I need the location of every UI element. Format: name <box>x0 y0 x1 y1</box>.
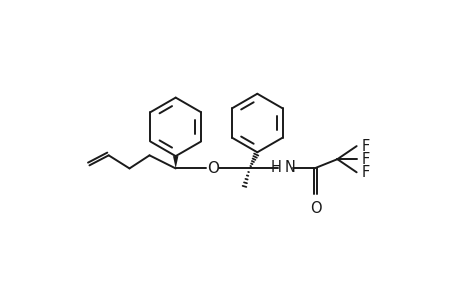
Text: H: H <box>270 160 281 175</box>
Text: O: O <box>206 161 218 176</box>
Polygon shape <box>173 156 178 168</box>
Text: O: O <box>309 201 320 216</box>
Text: F: F <box>360 139 369 154</box>
Text: F: F <box>360 165 369 180</box>
Text: N: N <box>285 160 295 175</box>
Text: F: F <box>360 152 369 167</box>
